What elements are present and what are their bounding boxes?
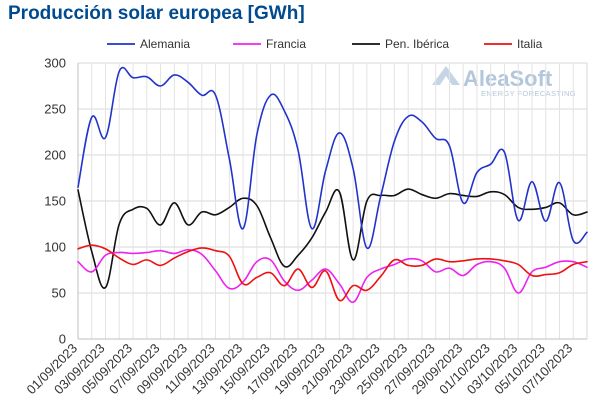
series-line-pen-iberica <box>77 188 588 289</box>
y-tick-label: 300 <box>44 56 66 71</box>
y-tick-label: 250 <box>44 102 66 117</box>
y-tick-label: 150 <box>44 194 66 209</box>
series-line-alemania <box>77 66 588 249</box>
y-axis: 0 50 100 150 200 250 300 <box>44 56 79 347</box>
legend-label: Francia <box>266 37 306 51</box>
legend-label: Pen. Ibérica <box>385 37 449 51</box>
legend-item-italia: Italia <box>484 37 543 51</box>
y-tick-label: 100 <box>44 240 66 255</box>
legend-item-pen-iberica: Pen. Ibérica <box>352 37 449 51</box>
legend: Alemania Francia Pen. Ibérica Italia <box>107 37 543 51</box>
chart-title: Producción solar europea [GWh] <box>8 3 305 24</box>
series-line-italia <box>77 244 588 302</box>
series-layer <box>77 66 588 303</box>
aleasoft-logo: AleaSoft ENERGY FORECASTING <box>432 66 576 98</box>
series-line-francia <box>77 248 588 303</box>
legend-item-alemania: Alemania <box>107 37 190 51</box>
logo-tagline: ENERGY FORECASTING <box>481 89 576 98</box>
legend-item-francia: Francia <box>233 37 306 51</box>
legend-label: Alemania <box>140 37 190 51</box>
logo-mark-icon <box>432 66 460 85</box>
x-axis: 01/09/202303/09/202305/09/202307/09/2023… <box>23 338 587 397</box>
legend-label: Italia <box>517 37 543 51</box>
logo-name: AleaSoft <box>463 66 553 91</box>
y-tick-label: 0 <box>59 332 66 347</box>
y-tick-label: 200 <box>44 148 66 163</box>
y-tick-label: 50 <box>52 286 66 301</box>
